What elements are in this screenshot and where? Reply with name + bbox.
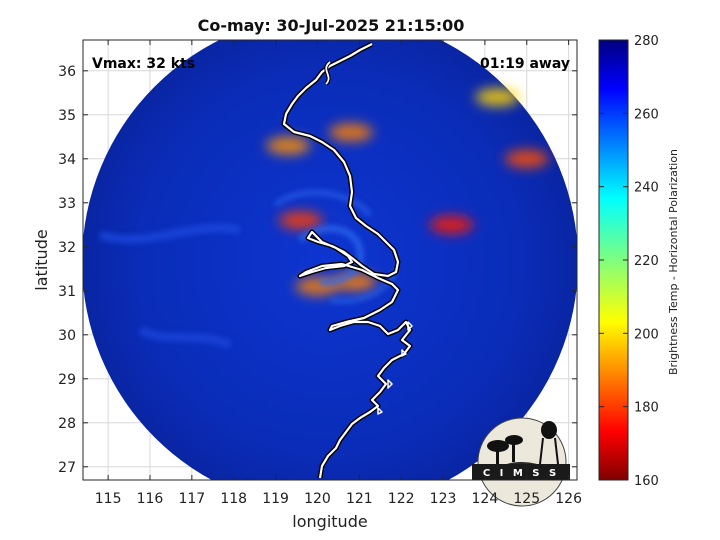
brightness-feature	[504, 149, 549, 168]
colorbar-tick-label: 200	[634, 327, 659, 342]
time-away-label: 01:19 away	[480, 56, 570, 72]
x-tick-label: 121	[346, 491, 373, 507]
colorbar-tick-label: 280	[634, 34, 659, 49]
y-tick-label: 34	[58, 152, 76, 168]
y-tick-label: 30	[58, 328, 76, 344]
x-tick-label: 124	[472, 491, 499, 507]
x-tick-label: 116	[137, 491, 164, 507]
colorbar-tick-label: 160	[634, 474, 659, 489]
brightness-feature	[475, 88, 520, 107]
cimss-logo: C I M S S	[472, 417, 570, 507]
y-tick-label: 29	[58, 372, 76, 388]
x-tick-label: 120	[304, 491, 331, 507]
x-tick-label: 118	[220, 491, 247, 507]
colorbar-tick-label: 260	[634, 107, 659, 122]
x-tick-label: 125	[513, 491, 540, 507]
colorbar-tick-label: 180	[634, 401, 659, 416]
y-tick-label: 36	[58, 64, 76, 80]
x-tick-label: 115	[95, 491, 122, 507]
y-tick-label: 33	[58, 196, 76, 212]
x-tick-label: 126	[555, 491, 582, 507]
y-axis: 27 28 29 30 31 32 33 34 35 36	[58, 64, 577, 476]
colorbar: 160 180 200 220 240 260 280 Brightness Temp - …	[598, 34, 680, 489]
brightness-feature	[278, 211, 323, 230]
x-tick-label: 119	[262, 491, 289, 507]
y-tick-label: 35	[58, 108, 76, 124]
swath-disc	[83, 40, 577, 480]
colorbar-tick-label: 240	[634, 181, 659, 196]
x-axis-label: longitude	[292, 512, 367, 531]
brightness-feature	[328, 123, 373, 142]
satellite-dish-icon	[487, 440, 509, 452]
y-tick-label: 31	[58, 284, 76, 300]
x-tick-label: 122	[388, 491, 415, 507]
y-axis-label: latitude	[32, 229, 51, 290]
x-tick-label: 117	[178, 491, 205, 507]
chart-title: Co-may: 30-Jul-2025 21:15:00	[198, 16, 465, 35]
microwave-swath	[83, 40, 577, 480]
colorbar-ticks: 160 180 200 220 240 260 280	[599, 34, 659, 489]
brightness-feature	[429, 215, 474, 234]
cimss-logo-text: C I M S S	[483, 468, 559, 479]
colorbar-label: Brightness Temp - Horizontal Polarizatio…	[667, 149, 680, 375]
plot-frame	[82, 39, 578, 481]
y-tick-label: 32	[58, 240, 76, 256]
brightness-feature	[266, 136, 311, 155]
x-tick-label: 123	[430, 491, 457, 507]
x-axis: 115 116 117 118 119 120 121 122 123 124 125 126	[95, 40, 582, 507]
vmax-label: Vmax: 32 kts	[92, 56, 195, 72]
y-tick-label: 28	[58, 416, 76, 432]
plot-area: Vmax: 32 kts 01:19 away C I M S S 115 116…	[58, 39, 582, 507]
y-tick-label: 27	[58, 460, 76, 476]
water-tower-icon	[541, 421, 557, 439]
spiral-bands	[98, 190, 398, 349]
colorbar-tick-label: 220	[634, 254, 659, 269]
